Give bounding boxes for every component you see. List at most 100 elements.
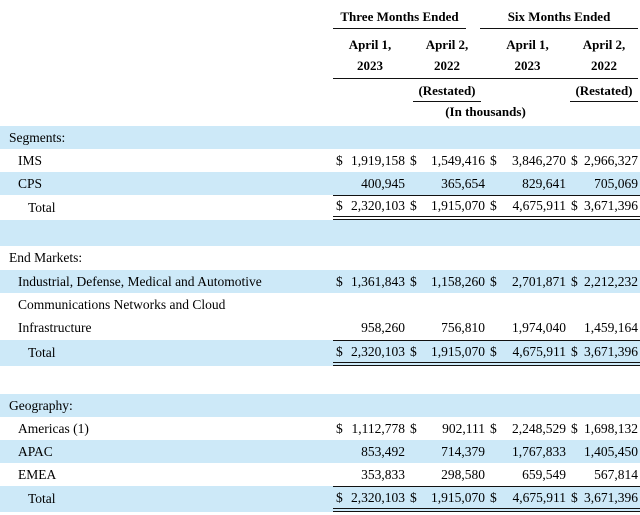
row-label: Infrastructure [18,320,92,335]
value: 958,260 [361,320,405,335]
restated-label: (Restated) [570,83,638,102]
value: 1,549,416 [431,152,485,168]
col-header-period-4: April 2, 2022 [568,34,640,78]
section-header-row: End Markets: [0,246,640,270]
value-cell: $4,675,911 [487,196,568,216]
dollar-sign: $ [571,489,578,505]
col-header-date: April 2, [582,37,626,52]
value: 2,320,103 [351,343,405,359]
value: 705,069 [594,175,638,191]
col-header-period-3: April 1, 2023 [487,34,568,78]
value: 2,320,103 [351,489,405,505]
value: 1,698,132 [584,420,638,436]
value-cell: 829,641 [487,172,568,195]
row-label: Total [28,199,56,215]
value-cell: $1,915,070 [407,487,487,508]
dollar-sign: $ [490,489,497,505]
col-header-year: 2023 [514,58,541,73]
row-label: CPS [18,175,43,191]
value-cell: $3,846,270 [487,149,568,172]
table-row: Communications Networks and Cloud [0,293,640,316]
value: 353,833 [361,466,405,482]
section-header-row: Segments: [0,126,640,149]
table-row: IMS $1,919,158 $1,549,416 $3,846,270 $2,… [0,149,640,172]
spacer-row [0,220,640,246]
total-row: Total $2,320,103 $1,915,070 $4,675,911 $… [0,340,640,366]
dollar-sign: $ [490,420,497,436]
value: 1,459,164 [584,320,638,335]
value-cell: $2,248,529 [487,417,568,440]
dollar-sign: $ [336,198,343,213]
units-note: (In thousands) [445,104,526,119]
value: 3,671,396 [584,343,638,359]
total-row: Total $2,320,103 $1,915,070 $4,675,911 $… [0,486,640,512]
value: 2,320,103 [351,198,405,213]
col-header-period-2: April 2, 2022 [407,34,487,78]
value-cell: $1,698,132 [568,417,640,440]
value: 756,810 [441,320,485,335]
value-cell: $1,549,416 [407,149,487,172]
value: 4,675,911 [512,489,567,505]
value-cell: $1,361,843 [333,270,407,293]
col-header-date: April 2, [425,37,469,52]
table-row: Industrial, Defense, Medical and Automot… [0,270,640,293]
restated-label: (Restated) [413,83,481,102]
value: 298,580 [441,466,485,482]
value-cell: 853,492 [333,440,407,463]
table-body: Segments: IMS $1,919,158 $1,549,416 $3,8… [0,126,640,512]
dollar-sign: $ [410,152,417,168]
value-cell: $1,112,778 [333,417,407,440]
value: 3,671,396 [584,198,638,213]
value: 4,675,911 [512,343,567,359]
value: 829,641 [522,175,566,191]
dollar-sign: $ [336,152,343,168]
value-cell: 705,069 [568,172,640,195]
dollar-sign: $ [490,343,497,359]
value-cell: $4,675,911 [487,341,568,362]
value: 714,379 [441,443,485,459]
value-cell: $2,320,103 [333,487,407,508]
value: 400,945 [361,175,405,191]
row-label: Industrial, Defense, Medical and Automot… [18,273,262,289]
value-cell: $1,919,158 [333,149,407,172]
row-label: Americas (1) [18,420,89,436]
value-cell: $3,671,396 [568,341,640,362]
value: 902,111 [442,420,485,436]
dollar-sign: $ [410,420,417,436]
value: 3,671,396 [584,489,638,505]
dollar-sign: $ [336,343,343,359]
dollar-sign: $ [336,420,343,436]
table-row: Americas (1) $1,112,778 $902,111 $2,248,… [0,417,640,440]
value-cell: $2,320,103 [333,341,407,362]
spacer-row [0,366,640,394]
header-rule [333,78,638,79]
dollar-sign: $ [490,273,497,289]
dollar-sign: $ [571,420,578,436]
table-row: EMEA 353,833 298,580 659,549 567,814 [0,463,640,486]
value-cell: 353,833 [333,463,407,486]
value: 1,158,260 [431,273,485,289]
value: 1,919,158 [351,152,405,168]
restated-note-col4: (Restated) [568,83,640,102]
dollar-sign: $ [490,198,497,213]
table-row: Infrastructure 958,260 756,810 1,974,040… [0,316,640,340]
value: 853,492 [361,443,405,459]
col-header-date: April 1, [506,37,549,52]
value: 567,814 [594,466,638,482]
dollar-sign: $ [571,198,578,213]
section-label: Geography: [9,397,73,413]
value-cell: 1,405,450 [568,440,640,463]
row-label: Total [28,491,56,506]
value-cell: 714,379 [407,440,487,463]
row-label: APAC [18,443,53,459]
value-cell: $3,671,396 [568,487,640,508]
dollar-sign: $ [336,273,343,289]
dollar-sign: $ [336,489,343,505]
row-label: Total [28,345,56,360]
value-cell: 659,549 [487,463,568,486]
row-label: IMS [18,152,43,168]
row-label: Communications Networks and Cloud [18,296,226,312]
row-label: EMEA [18,466,57,482]
value-cell: $3,671,396 [568,196,640,216]
